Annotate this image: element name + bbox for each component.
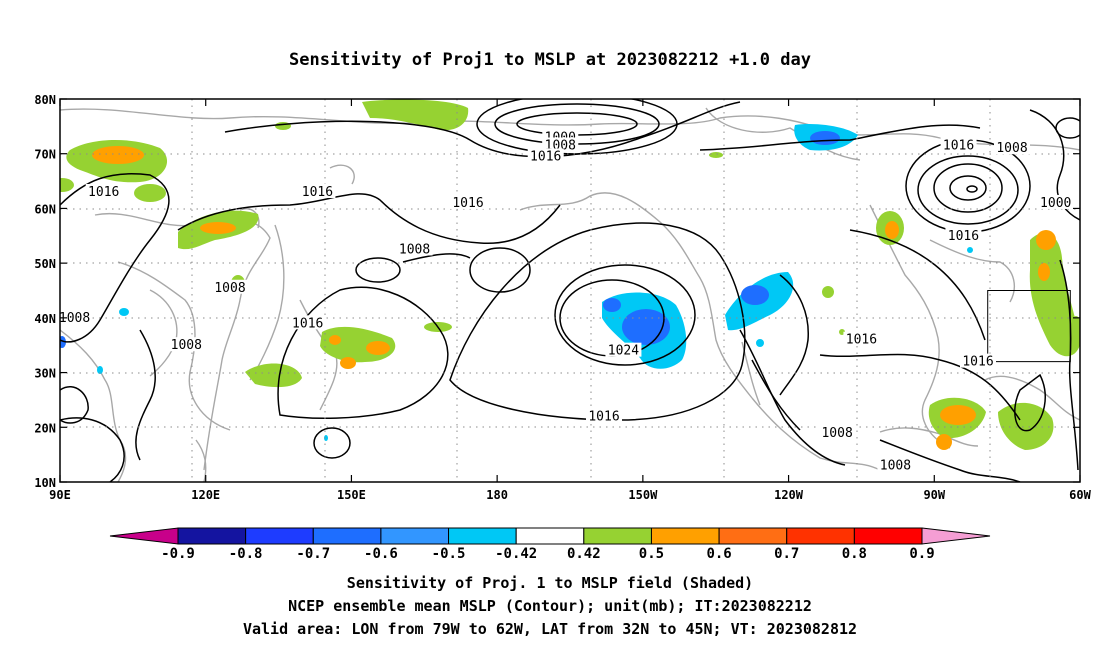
contour-label-bg [450,194,486,209]
colorbar-label: 0.5 [639,546,664,562]
axis-ticks [59,98,1081,483]
colorbar-bin [718,527,788,545]
contour-label-bg [527,148,564,163]
contour-label-bg [819,424,856,439]
colorbar-bin [380,527,450,545]
colorbar-label: -0.9 [161,546,195,562]
caption-shading: Sensitivity of Proj. 1 to MSLP field (Sh… [346,574,754,592]
contour-label: 1016 [943,139,974,154]
contour-label-bg [843,331,880,346]
colorbar-bin [245,527,314,545]
colorbar-label: -0.8 [229,546,263,562]
colorbar-label: -0.6 [364,546,398,562]
colorbar-label: 0.6 [706,546,731,562]
colorbar-bin [853,527,923,545]
contour-label-bg [605,342,642,357]
contour-label: 1016 [452,196,483,211]
contour-label-bg [396,241,433,256]
contour-label: 1008 [171,338,202,353]
caption-contour: NCEP ensemble mean MSLP (Contour); unit(… [288,597,812,615]
contour-label: 1016 [530,149,561,164]
colorbar-label: -0.7 [296,546,330,562]
contour-label-bg [60,309,93,324]
lon-tick-label: 150W [628,488,658,502]
lon-tick-label: 120W [774,488,804,502]
contour-label-bg [289,315,326,330]
lon-tick-label: 180 [486,488,508,502]
lat-tick-label: 60N [34,202,56,216]
contour-label-bg [542,137,579,152]
contour-label: 1016 [962,355,993,370]
lat-tick-label: 80N [34,93,56,107]
contour-label-bg [994,140,1030,155]
contour-label-bg [299,184,336,199]
contour-label-bg [212,279,248,294]
contour-label: 1016 [88,185,119,200]
contour-label: 1008 [59,311,90,326]
colorbar-label: 0.42 [567,546,601,562]
colorbar-label: 0.8 [842,546,867,562]
lon-tick-label: 60W [1069,488,1091,502]
colorbar-bin [177,527,247,545]
colorbar-label: -0.5 [432,546,466,562]
colorbar-label: -0.42 [495,546,537,562]
contour-label-bg [940,137,977,152]
contour-label: 1008 [996,141,1027,156]
contour-label: 1016 [292,316,323,331]
contour-label-bg [877,457,914,472]
contour-label: 1024 [608,344,639,359]
colorbar-label: 0.9 [909,546,934,562]
lat-tick-label: 40N [34,312,56,326]
lon-tick-label: 90E [49,488,71,502]
contour-label: 1000 [1040,196,1071,211]
contour-label-bg [960,353,996,368]
lat-tick-label: 30N [34,367,56,381]
lat-tick-label: 10N [34,476,56,490]
lon-tick-label: 90W [923,488,945,502]
colorbar-bin [448,527,517,545]
colorbar-label: 0.7 [774,546,799,562]
colorbar-bin [583,527,652,545]
mslp-contours [60,99,1080,482]
lat-tick-label: 20N [34,421,56,435]
colorbar-bin [786,527,855,545]
valid-area-box [987,290,1071,363]
contour-label: 1016 [588,409,619,424]
contour-label: 1016 [302,185,333,200]
contour-label-bg [945,227,982,242]
contour-label: 1008 [399,242,430,257]
contour-label-bg [586,408,622,423]
longitude-labels: 90E 120E 150E 180 150W 120W 90W 60W [49,488,1091,502]
colorbar-high-arrow [921,527,991,545]
caption-valid-area: Valid area: LON from 79W to 62W, LAT fro… [242,620,858,638]
contour-label: 1008 [214,281,245,296]
contour-label: 1008 [880,459,911,474]
colorbar-bin [312,527,382,545]
contour-label: 1016 [948,229,979,244]
lat-tick-label: 70N [34,148,56,162]
contour-label: 1008 [821,426,852,441]
latitude-labels: 80N 70N 60N 50N 40N 30N 20N 10N [34,93,56,490]
colorbar: -0.9 -0.8 -0.7 -0.6 -0.5 -0.42 0.42 0.5 0.6 0.7 0.… [109,527,991,562]
contour-label-bg [85,184,122,199]
colorbar-bin [515,527,585,545]
contour-label-bg [1037,194,1074,209]
colorbar-low-arrow [109,527,179,545]
lon-tick-label: 120E [191,488,220,502]
sensitivity-shading [60,99,1080,450]
contour-label-bg [168,337,205,352]
contour-label: 1016 [846,333,877,348]
lon-tick-label: 150E [337,488,366,502]
lat-tick-label: 50N [34,257,56,271]
colorbar-bin [650,527,720,545]
map-title: Sensitivity of Proj1 to MSLP at 20230822… [289,50,811,70]
contour-labels: 1000100810161016100810001016101610161008… [59,129,1074,474]
